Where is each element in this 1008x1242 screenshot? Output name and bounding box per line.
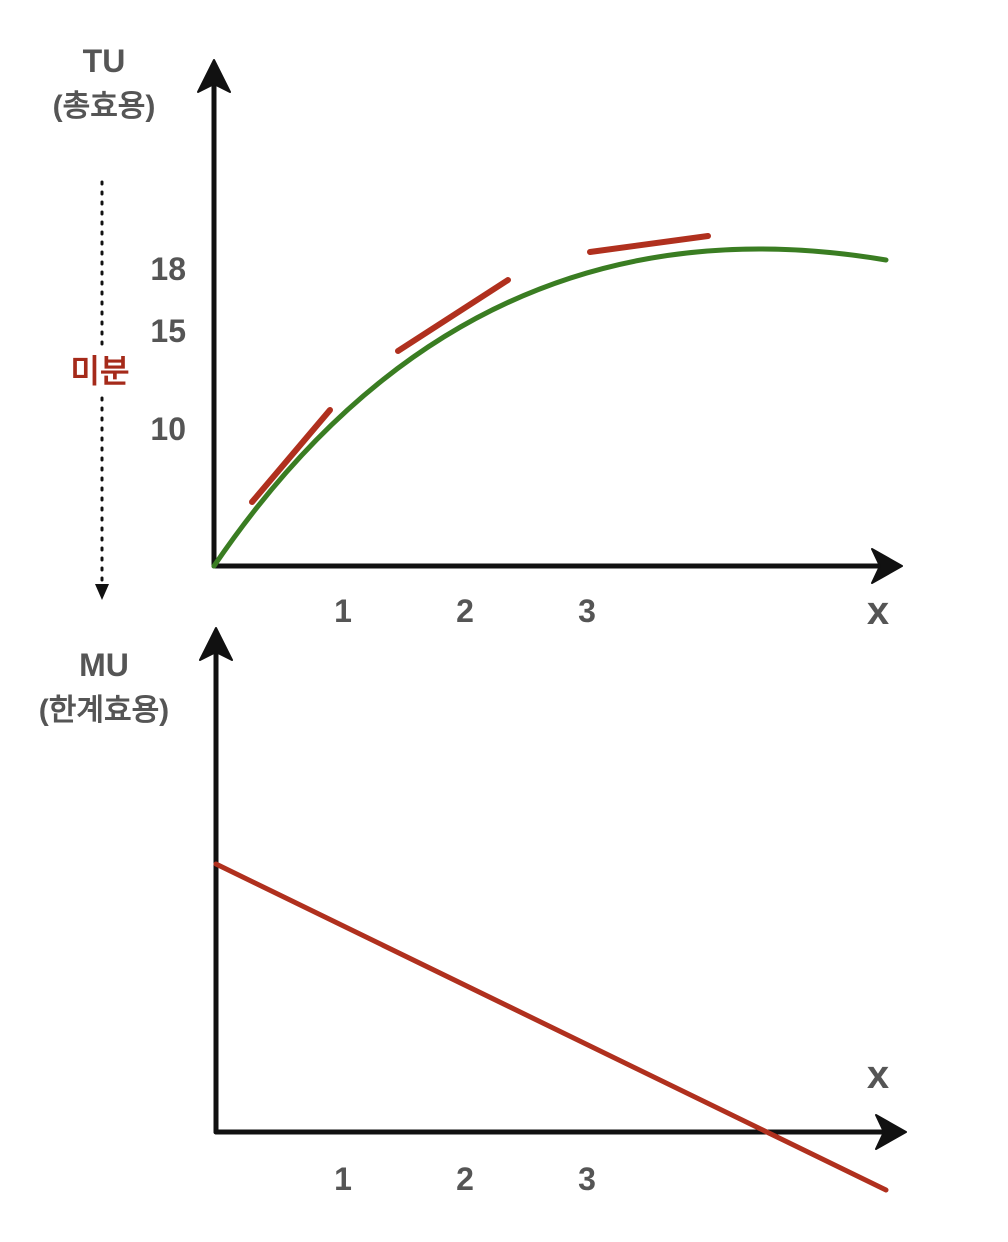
tu-y-tick-10: 10	[150, 411, 186, 447]
tu-y-tick-15: 15	[150, 313, 186, 349]
mu-x-label: x	[867, 1053, 889, 1097]
tu-curve	[211, 246, 889, 569]
mu-y-label-sub: (한계효용)	[39, 694, 169, 727]
arrowhead-icon	[871, 548, 903, 584]
arrowhead-icon	[875, 1114, 907, 1150]
tangent-line-3	[587, 233, 711, 255]
mu-y-label: MU	[79, 647, 129, 683]
down-arrow-icon	[95, 584, 109, 600]
mu-line	[213, 861, 889, 1193]
tu-x-tick-1: 1	[334, 593, 352, 629]
mu-x-tick-1: 1	[334, 1161, 352, 1197]
arrowhead-icon	[199, 627, 233, 661]
mu-x-tick-3: 3	[578, 1161, 596, 1197]
tu-x-tick-2: 2	[456, 593, 474, 629]
tu-x-label: x	[867, 589, 889, 633]
tu-y-tick-18: 18	[150, 251, 186, 287]
derivative-label: 미분	[71, 353, 130, 389]
tangent-line-2	[395, 277, 511, 354]
tangent-line-1	[249, 407, 333, 505]
derivative-flow: 미분	[71, 180, 130, 600]
tu-chart: TU (총효용) 18 15 10 1 2 3 x	[53, 43, 903, 633]
tu-x-tick-3: 3	[578, 593, 596, 629]
arrowhead-icon	[197, 59, 231, 93]
mu-x-tick-2: 2	[456, 1161, 474, 1197]
mu-chart: MU (한계효용) x 1 2 3	[39, 627, 907, 1197]
tu-y-label: TU	[83, 43, 126, 79]
tu-y-label-sub: (총효용)	[53, 90, 156, 123]
